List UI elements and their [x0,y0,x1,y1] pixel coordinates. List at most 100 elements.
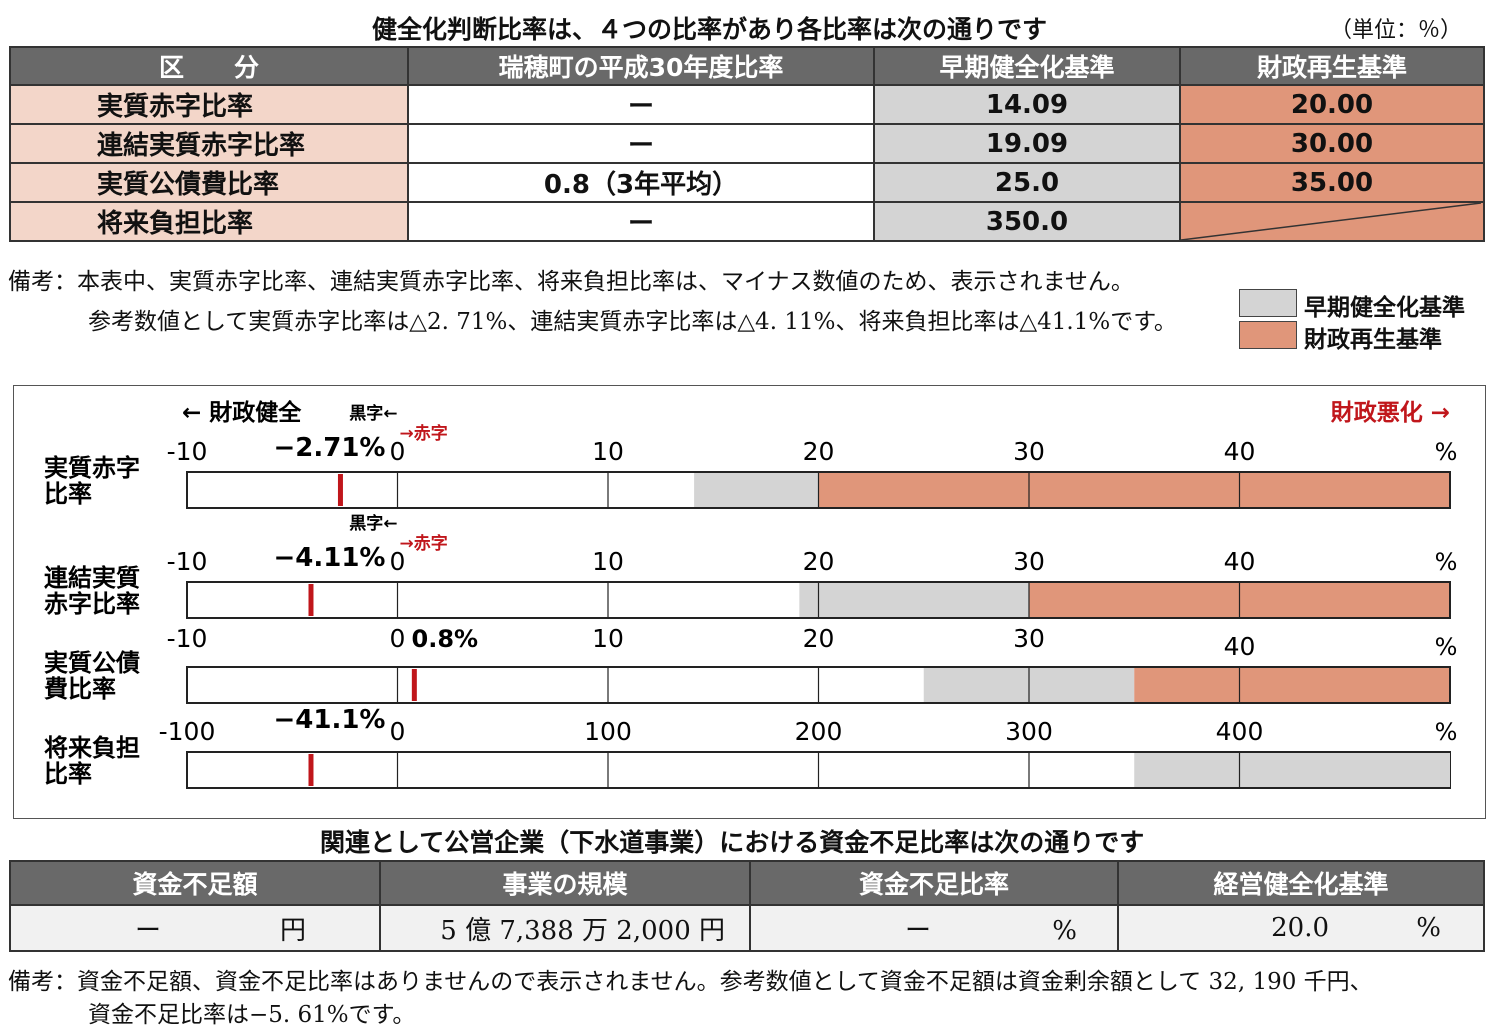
table-row: ー円 5 億 7,388 万 2,000 円 ー% 20.0% [9,904,1485,952]
value-label: −4.11% [274,543,386,573]
tick-label: 30 [1013,624,1045,653]
header-early-standard: 早期健全化基準 [873,46,1181,86]
tick-label: -10 [167,624,208,653]
table-row: 将来負担比率 ー 350.0 [9,201,1485,242]
bar-row-label: 比率 [44,480,92,508]
unit-label: （単位：％） [1330,18,1463,43]
bar-row-label: 実質公債 [44,649,140,677]
deficit-label: →赤字 [400,533,448,554]
bar-row-label: 連結実質 [44,564,140,592]
row-value: ー [407,201,875,242]
ratio-unit: % [1052,915,1077,946]
early-zone [1134,753,1450,787]
shortfall-value: ー [134,915,161,946]
shortfall-table: 資金不足額 事業の規模 資金不足比率 経営健全化基準 ー円 5 億 7,388 … [9,860,1485,952]
ratio-chart-frame: ← 財政健全 財政悪化 → 実質赤字 比率 -10 0 10 20 30 40% −2.71% 黒字←… [13,385,1486,819]
note2-line2: 資金不足比率は−5. 61%です。 [88,1002,416,1028]
tick-label: -10 [167,437,208,466]
shortfall-cell: ー円 [9,904,381,952]
legend-label-early: 早期健全化基準 [1304,295,1465,321]
tick-unit: % [1435,548,1458,576]
tick-label: -10 [167,547,208,576]
row-rebuild: 35.00 [1179,162,1485,203]
ratio-value: ー [904,915,931,946]
bar-row-label: 費比率 [44,675,116,703]
table2-title: 関連として公営企業（下水道事業）における資金不足比率は次の通りです [320,828,1145,857]
table1-title: 健全化判断比率は、４つの比率があり各比率は次の通りです [372,15,1048,44]
note1-line1: 備考：本表中、実質赤字比率、連結実質赤字比率、将来負担比率は、マイナス数値のため… [8,269,1134,295]
value-label: −2.71% [274,433,386,463]
standard-value: 20.0 [1271,913,1329,943]
ratio-cell: ー% [749,904,1119,952]
surplus-label: 黒字← [349,403,397,424]
row-early: 350.0 [873,201,1181,242]
tick-label: 300 [1005,717,1053,746]
header-rebuild-standard: 財政再生基準 [1179,46,1485,86]
header-standard: 経営健全化基準 [1117,860,1485,906]
table-header-row: 資金不足額 事業の規模 資金不足比率 経営健全化基準 [9,860,1485,906]
tick-label: 30 [1013,437,1045,466]
early-zone [694,473,819,507]
tick-label: 20 [803,437,835,466]
tick-label: 0 [390,717,406,746]
rebuild-zone [1134,668,1449,702]
header-scale: 事業の規模 [379,860,751,906]
tick-label: 40 [1224,547,1256,576]
tick-unit: % [1435,718,1458,746]
tick-label: 100 [584,717,632,746]
tick-label: 20 [803,547,835,576]
table-row: 実質赤字比率 ー 14.09 20.00 [9,84,1485,125]
table-row: 連結実質赤字比率 ー 19.09 30.00 [9,123,1485,164]
header-category: 区 分 [9,46,409,86]
legend-swatch-early [1239,289,1297,317]
row-value: ー [407,123,875,164]
tick-label: 400 [1216,717,1264,746]
tick-label: 200 [795,717,843,746]
row-label: 将来負担比率 [9,201,409,242]
early-zone [799,583,1029,617]
ratio-table: 区 分 瑞穂町の平成30年度比率 早期健全化基準 財政再生基準 実質赤字比率 ー… [9,46,1485,242]
value-label: −41.1% [274,705,386,735]
row-label: 実質公債費比率 [9,162,409,203]
note2-line1: 備考：資金不足額、資金不足比率はありませんので表示されません。参考数値として資金… [8,969,1373,995]
header-ratio: 資金不足比率 [749,860,1119,906]
row-rebuild: 20.00 [1179,84,1485,125]
value-label: 0.8% [412,625,479,653]
tick-label: 0 [390,624,406,653]
bar-row-label: 比率 [44,760,92,788]
tick-label: 40 [1224,437,1256,466]
row-early: 19.09 [873,123,1181,164]
surplus-label: 黒字← [349,513,397,534]
tick-unit: % [1435,438,1458,466]
tick-label: -100 [159,717,216,746]
tick-label: 0 [390,547,406,576]
standard-unit: % [1416,913,1441,943]
bar-row-label: 将来負担 [44,734,140,762]
tick-label: 10 [592,437,624,466]
tick-unit: % [1435,633,1458,661]
legend-swatch-rebuild [1239,321,1297,349]
diagonal-slash [1181,203,1481,240]
header-town-ratio: 瑞穂町の平成30年度比率 [407,46,875,86]
header-shortfall: 資金不足額 [9,860,381,906]
direction-left-label: ← 財政健全 [182,399,302,426]
rebuild-zone [818,473,1449,507]
standard-cell: 20.0% [1117,904,1485,952]
scale-cell: 5 億 7,388 万 2,000 円 [379,904,751,952]
table-row: 実質公債費比率 0.8（3年平均） 25.0 35.00 [9,162,1485,203]
deficit-label: →赤字 [400,423,448,444]
row-label: 連結実質赤字比率 [9,123,409,164]
row-value: ー [407,84,875,125]
row-rebuild: 30.00 [1179,123,1485,164]
tick-label: 10 [592,547,624,576]
tick-label: 0 [390,437,406,466]
bar-row-label: 赤字比率 [44,590,140,618]
tick-label: 40 [1224,632,1256,661]
row-label: 実質赤字比率 [9,84,409,125]
tick-label: 20 [803,624,835,653]
row-rebuild-empty [1179,201,1485,242]
tick-label: 30 [1013,547,1045,576]
direction-right-label: 財政悪化 → [1331,399,1450,426]
ratio-chart: ← 財政健全 財政悪化 →実質赤字比率-10 0 10 20 30 40 %−2.71%黒字←… [44,399,1458,789]
row-early: 25.0 [873,162,1181,203]
